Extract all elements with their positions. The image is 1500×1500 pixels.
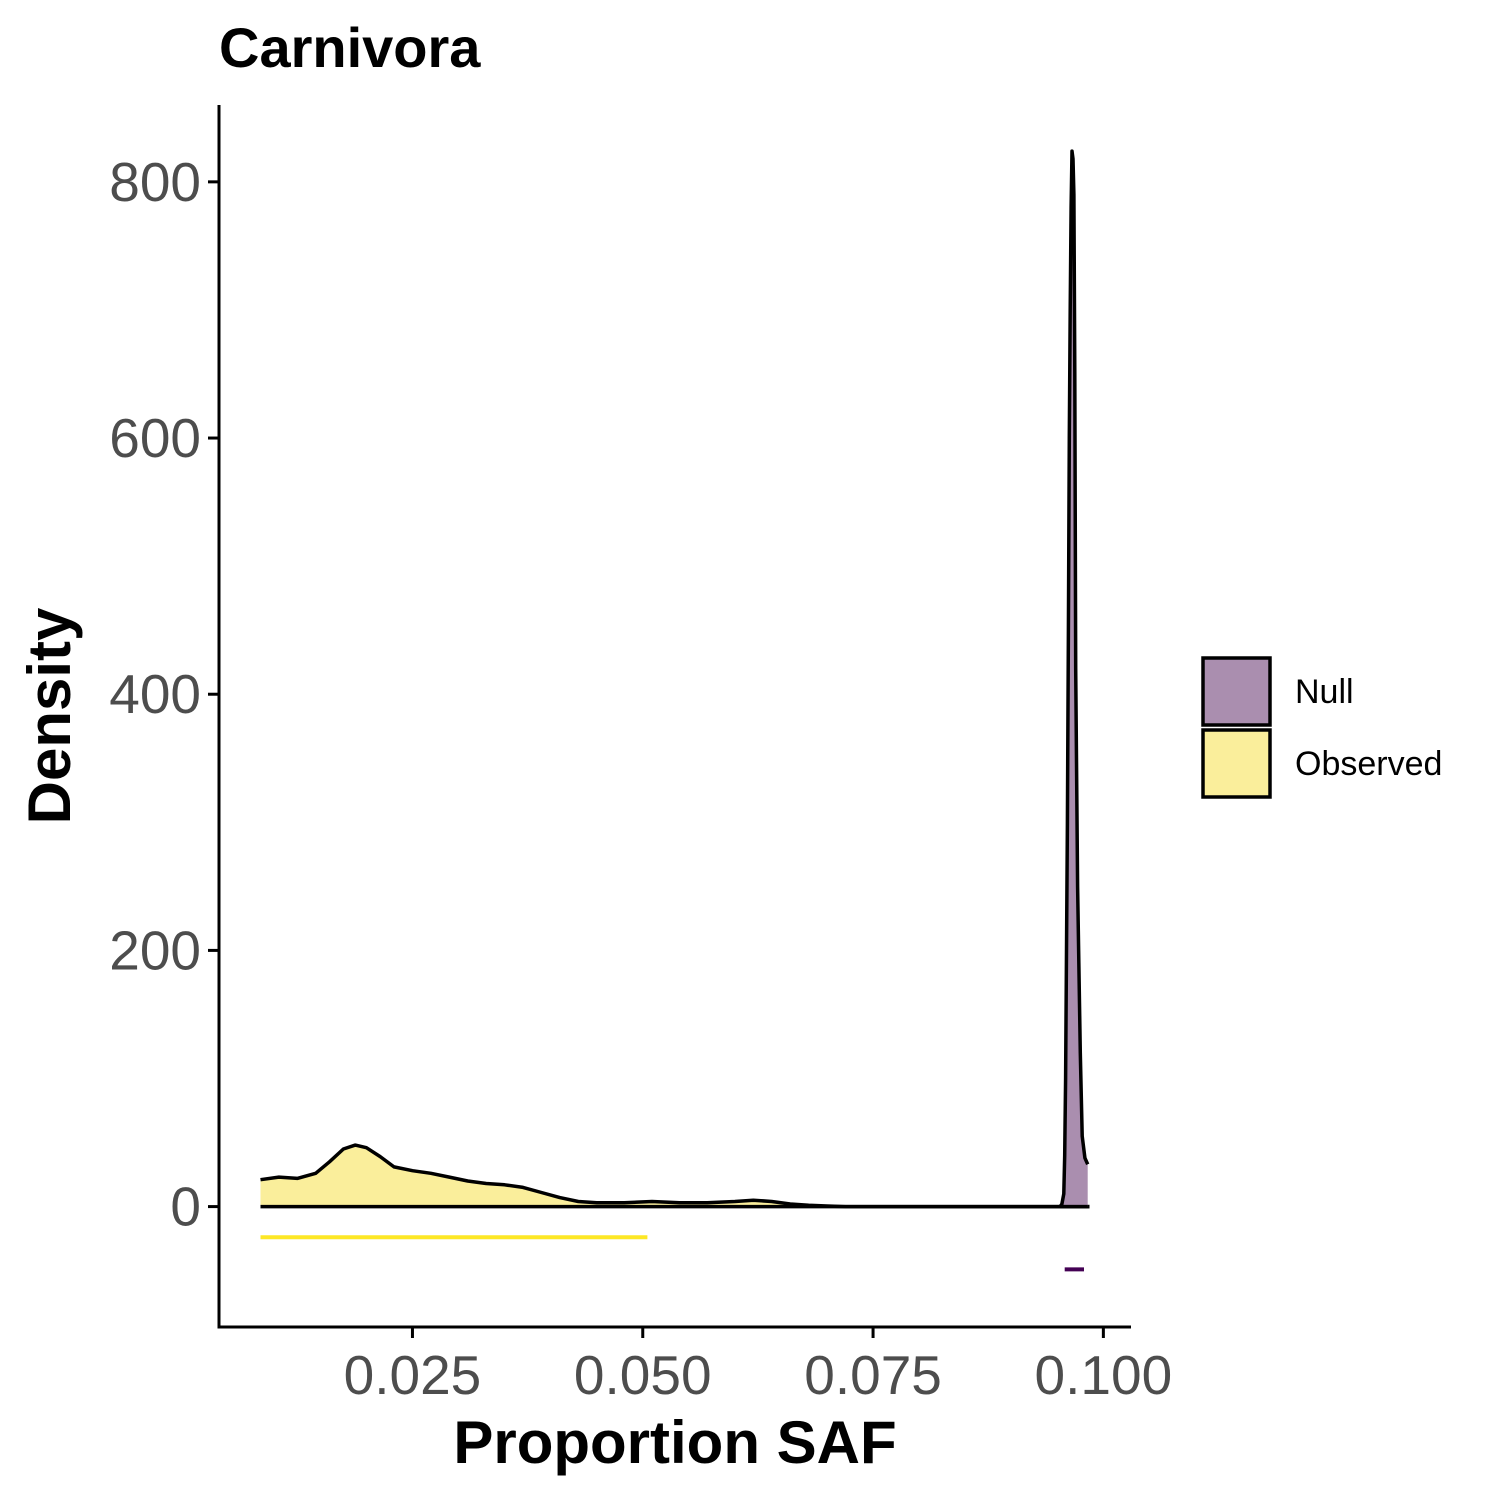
y-tick-label: 400 [109,663,201,725]
y-axis-ticks: 0 200 400 600 800 [109,151,219,1238]
y-tick-label: 800 [109,151,201,213]
x-axis-title: Proportion SAF [453,1409,896,1476]
density-area-observed [260,1145,1090,1207]
y-tick-label: 600 [109,407,201,469]
legend-label-null: Null [1295,673,1354,711]
legend-swatch-observed [1201,728,1272,799]
chart-title: Carnivora [219,16,481,79]
density-line-null [1058,149,1090,1208]
legend: Null Observed [1201,656,1442,799]
x-tick-label: 0.025 [344,1344,482,1406]
x-tick-label: 0.100 [1035,1344,1173,1406]
y-tick-label: 200 [109,919,201,981]
legend-label-observed: Observed [1295,745,1442,783]
y-tick-label: 0 [170,1176,201,1238]
x-axis-ticks: 0.025 0.050 0.075 0.100 [344,1327,1173,1406]
x-tick-label: 0.075 [804,1344,942,1406]
legend-swatch-null [1201,656,1272,727]
plot-area [260,149,1090,1272]
x-tick-label: 0.050 [574,1344,712,1406]
y-axis-title: Density [16,607,83,824]
